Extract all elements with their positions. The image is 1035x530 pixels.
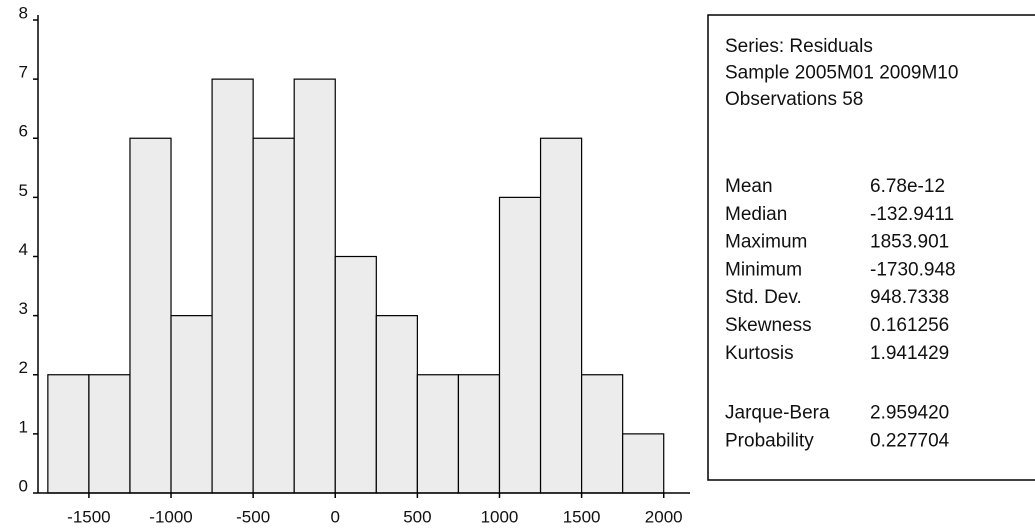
y-tick-label: 5 — [19, 181, 28, 200]
bar — [89, 375, 130, 493]
stat-value: 1.941429 — [870, 343, 949, 364]
stat-value: 948.7338 — [870, 287, 949, 308]
y-tick-label: 1 — [19, 417, 28, 436]
stat-value: 1853.901 — [870, 232, 949, 253]
y-tick-label: 6 — [19, 122, 28, 141]
stat-label: Probability — [725, 430, 814, 451]
x-tick-label: 1500 — [563, 507, 601, 526]
y-tick-label: 3 — [19, 299, 28, 318]
stat-label: Kurtosis — [725, 343, 794, 364]
stat-label: Std. Dev. — [725, 287, 802, 308]
x-tick-label: 2000 — [645, 507, 683, 526]
x-tick-label: 1000 — [481, 507, 519, 526]
y-tick-label: 8 — [19, 3, 28, 22]
x-tick-label: 0 — [331, 507, 340, 526]
stat-label: Maximum — [725, 232, 807, 253]
chart: 0 1 2 3 4 5 6 7 8 -1500 -1000 -500 0 500 1000 1500 2000 S… — [0, 0, 1035, 530]
bar — [499, 197, 540, 493]
y-tick-label: 2 — [19, 358, 28, 377]
bar — [582, 375, 623, 493]
x-tick-label: -500 — [236, 507, 270, 526]
stat-label: Minimum — [725, 259, 802, 280]
stat-value: -132.9411 — [870, 204, 954, 225]
stat-label: Median — [725, 204, 787, 225]
bar — [541, 138, 582, 493]
stat-value: 2.959420 — [870, 403, 949, 424]
bar — [294, 79, 335, 493]
bar — [376, 316, 417, 493]
y-tick-label: 7 — [19, 63, 28, 82]
stats-header: Series: Residuals — [725, 36, 873, 57]
bar — [48, 375, 89, 493]
stat-label: Mean — [725, 176, 773, 197]
bar — [130, 138, 171, 493]
bar — [212, 79, 253, 493]
bar — [253, 138, 294, 493]
stat-label: Skewness — [725, 315, 812, 336]
bar — [171, 316, 212, 493]
bar — [458, 375, 499, 493]
x-tick-label: 500 — [403, 507, 431, 526]
y-tick-label: 4 — [19, 240, 28, 259]
x-tick-label: -1000 — [149, 507, 192, 526]
x-tick-label: -1500 — [67, 507, 110, 526]
stat-value: 0.227704 — [870, 430, 950, 451]
stats-header: Observations 58 — [725, 89, 863, 110]
stat-label: Jarque-Bera — [725, 403, 830, 424]
stat-value: 0.161256 — [870, 315, 949, 336]
bar — [417, 375, 458, 493]
stat-value: 6.78e-12 — [870, 176, 945, 197]
bar — [335, 257, 376, 494]
stats-header: Sample 2005M01 2009M10 — [725, 63, 958, 84]
bar — [623, 434, 664, 493]
stat-value: -1730.948 — [870, 259, 956, 280]
y-tick-label: 0 — [19, 476, 28, 495]
